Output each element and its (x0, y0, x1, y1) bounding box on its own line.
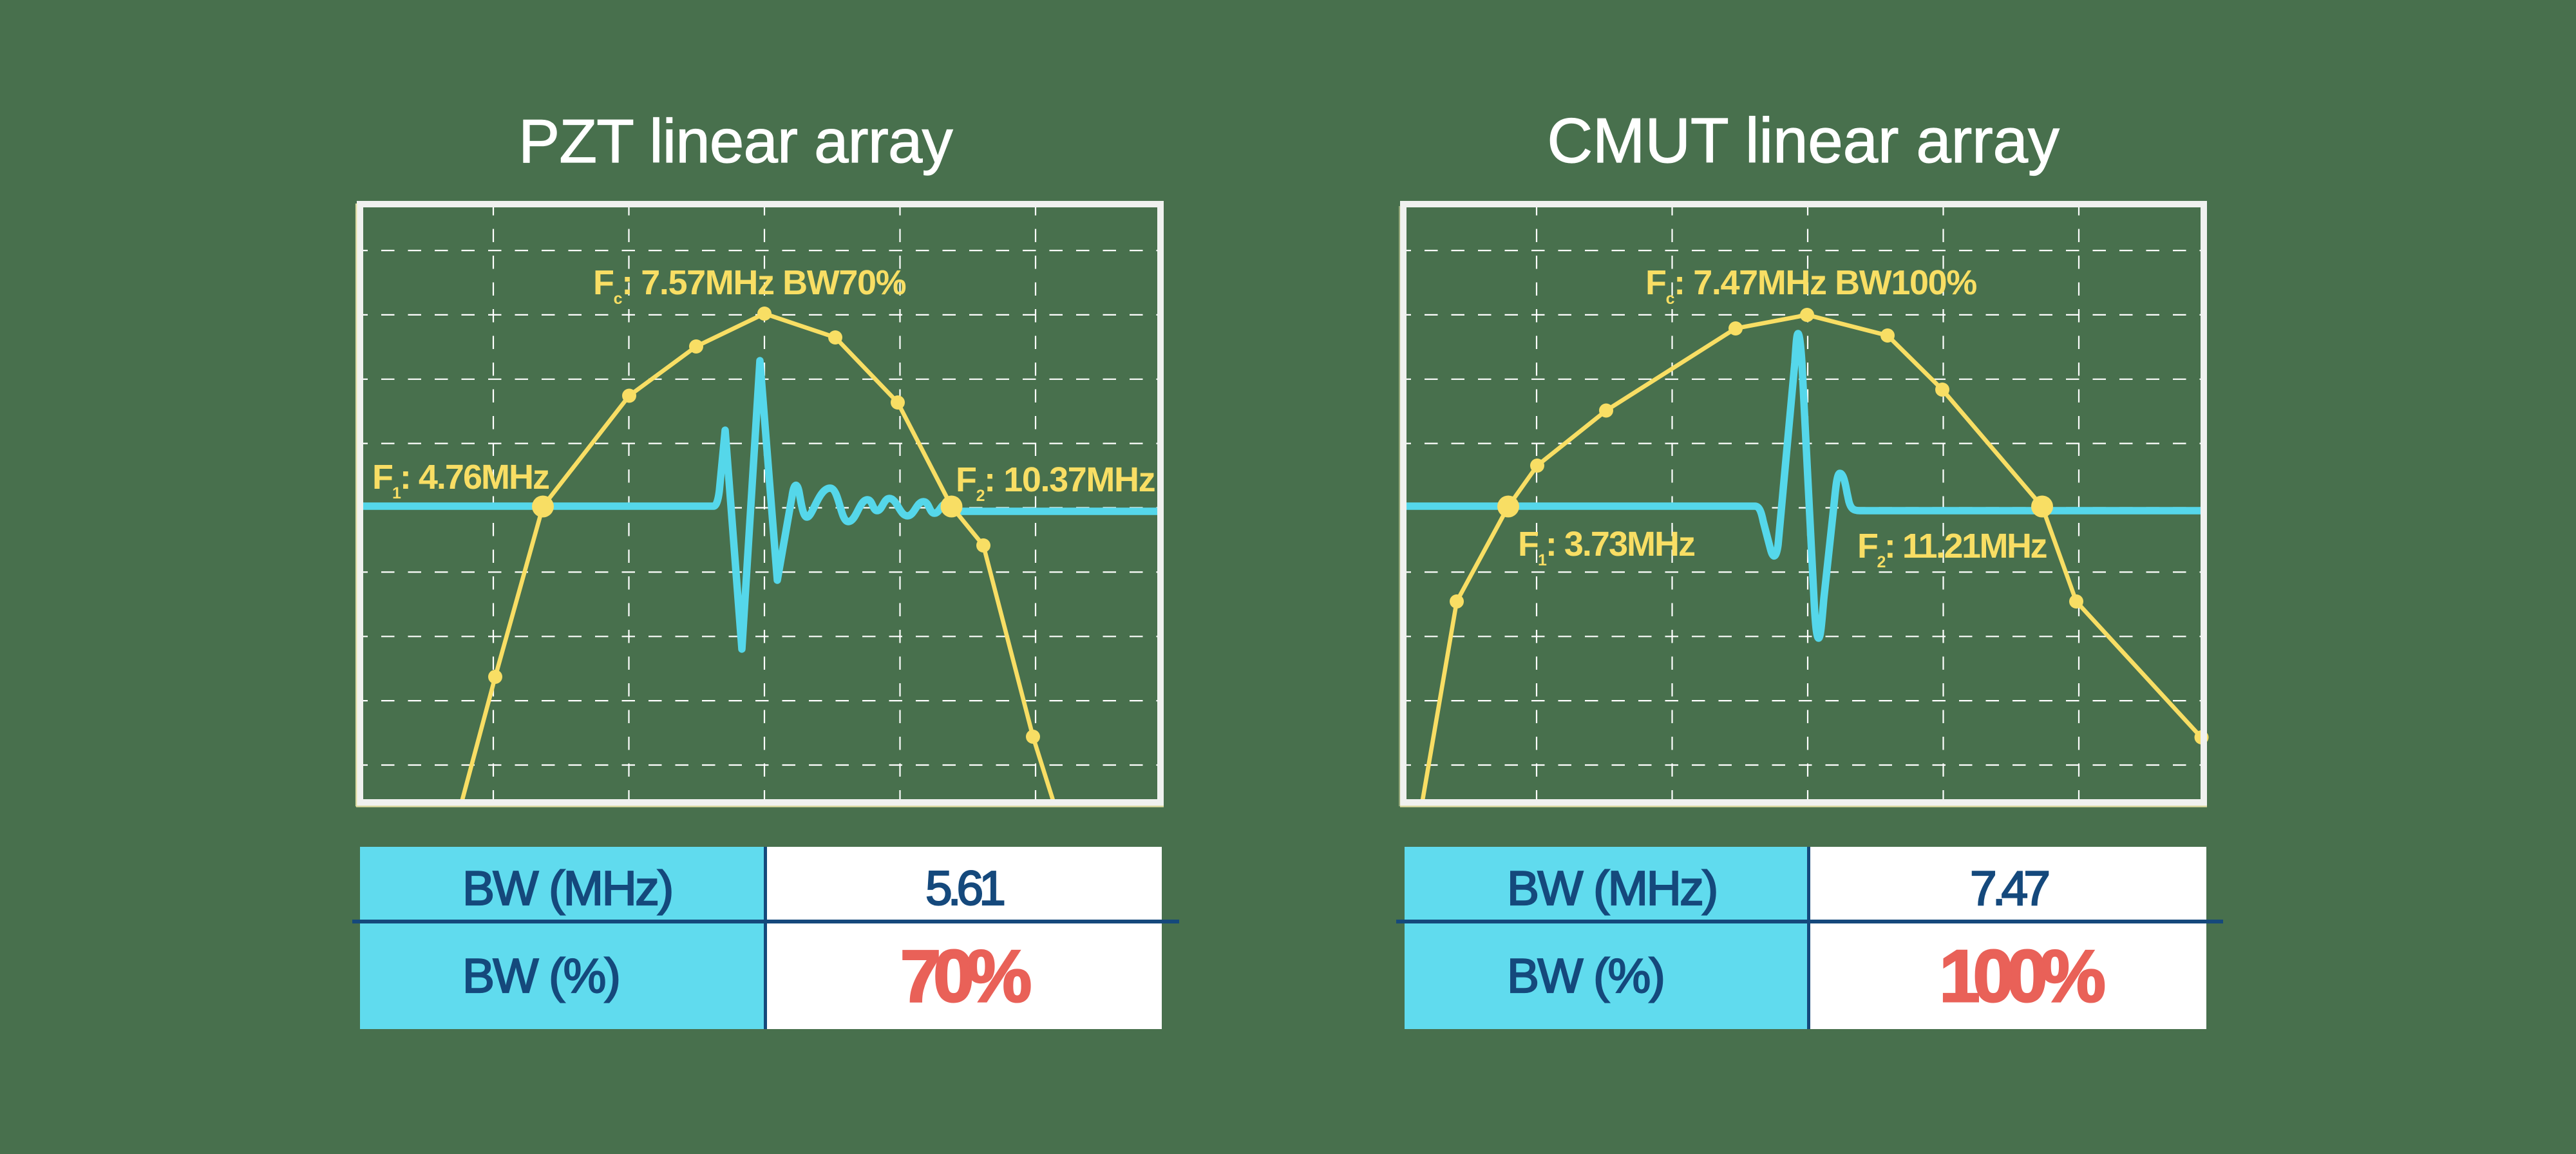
svg-text:BW (MHz): BW (MHz) (462, 861, 672, 915)
svg-text:F2: 10.37MHz: F2: 10.37MHz (956, 460, 1155, 505)
svg-text:Fc: 7.47MHz BW100%: Fc: 7.47MHz BW100% (1645, 263, 1976, 308)
svg-text:BW (MHz): BW (MHz) (1507, 861, 1717, 915)
svg-text:BW (%): BW (%) (1507, 949, 1663, 1003)
svg-text:F1: 4.76MHz: F1: 4.76MHz (372, 458, 549, 502)
svg-text:F1: 3.73MHz: F1: 3.73MHz (1518, 525, 1695, 569)
svg-text:F2: 11.21MHz: F2: 11.21MHz (1857, 527, 2047, 571)
svg-text:BW (%): BW (%) (462, 949, 619, 1003)
svg-text:Fc: 7.57MHz BW70%: Fc: 7.57MHz BW70% (593, 263, 906, 308)
svg-text:CMUT linear array: CMUT linear array (1547, 105, 2059, 176)
svg-text:70%: 70% (900, 936, 1030, 1017)
svg-text:5.61: 5.61 (925, 861, 1004, 915)
svg-text:PZT linear array: PZT linear array (518, 107, 952, 176)
svg-text:7.47: 7.47 (1970, 861, 2048, 915)
svg-text:100%: 100% (1939, 936, 2104, 1017)
